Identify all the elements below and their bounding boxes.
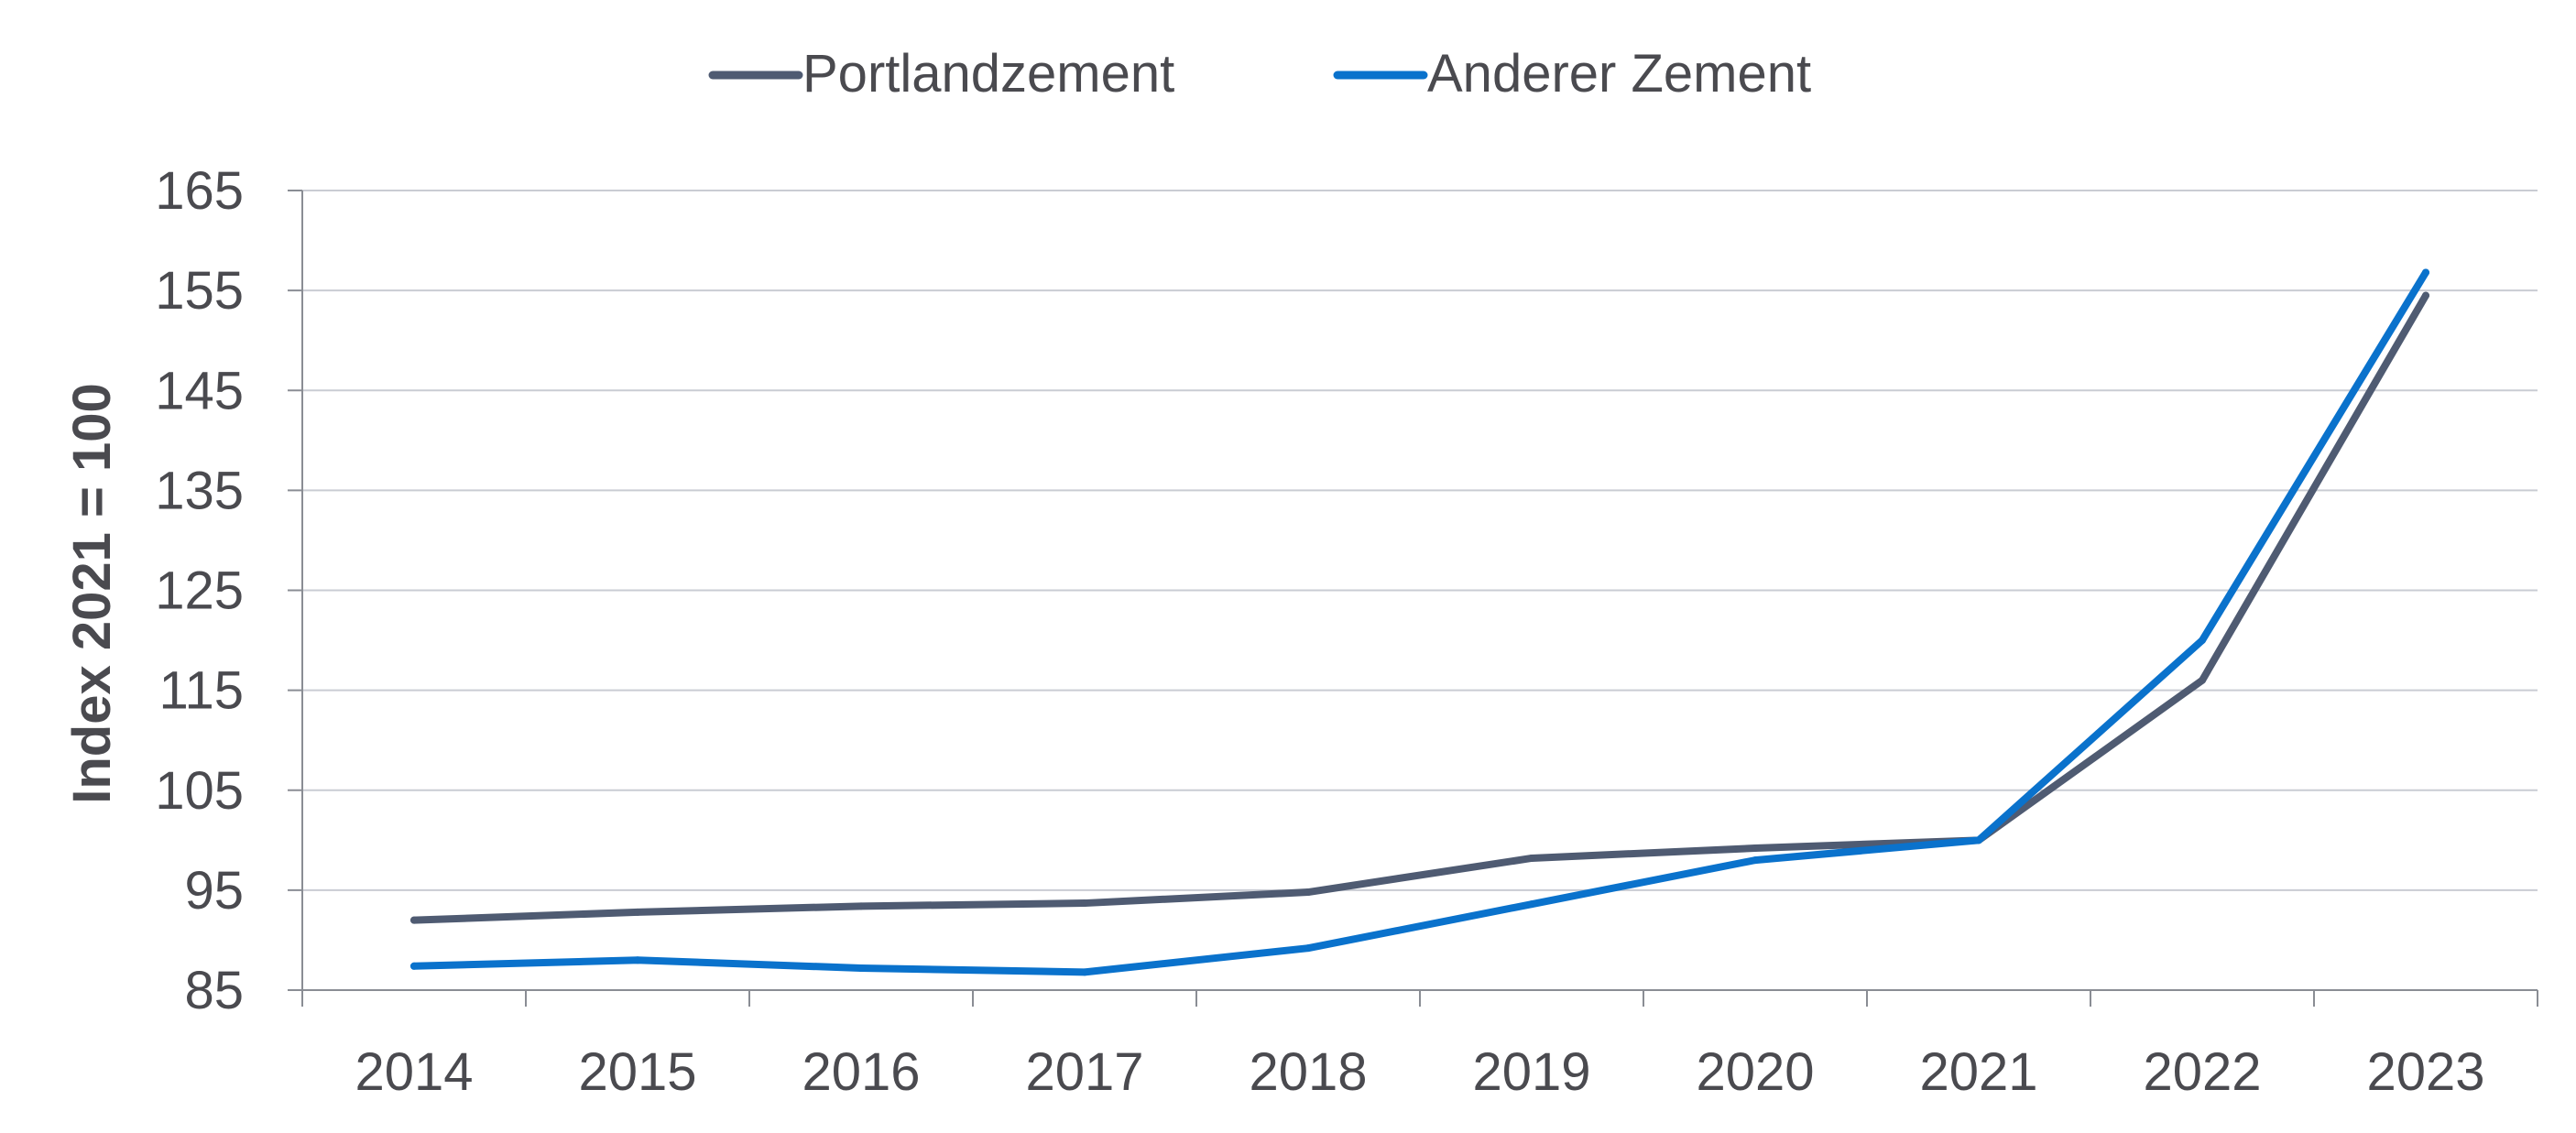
x-tick-label: 2022 xyxy=(2143,1042,2261,1102)
x-tick-label: 2014 xyxy=(355,1042,473,1102)
data-point xyxy=(1975,836,1982,844)
x-tick-label: 2017 xyxy=(1025,1042,1143,1102)
x-tick-label: 2019 xyxy=(1472,1042,1590,1102)
legend-label-anderer-zement: Anderer Zement xyxy=(1427,44,1811,103)
x-axis: 2014 2015 2016 2017 2018 2019 2020 2021 2022 2023 xyxy=(301,989,2538,1102)
legend-label-portlandzement: Portlandzement xyxy=(802,44,1174,103)
y-tick-label: 165 xyxy=(155,161,244,221)
x-tick-label: 2023 xyxy=(2366,1042,2484,1102)
x-tick-label: 2021 xyxy=(1919,1042,2037,1102)
data-point xyxy=(1752,844,1759,853)
x-tick-label: 2016 xyxy=(802,1042,920,1102)
data-point xyxy=(2422,291,2429,300)
x-tick-label: 2018 xyxy=(1249,1042,1367,1102)
data-point xyxy=(1304,888,1312,897)
y-tick-label: 155 xyxy=(155,261,244,321)
data-point xyxy=(410,916,418,924)
data-point xyxy=(1752,856,1759,865)
data-point xyxy=(634,908,641,916)
y-tick-label: 115 xyxy=(159,661,244,721)
series-line-anderer-zement xyxy=(410,268,2429,976)
data-point xyxy=(1081,899,1088,908)
data-point xyxy=(2199,637,2206,645)
series-line-portlandzement xyxy=(410,291,2429,924)
y-axis-title: Index 2021 = 100 xyxy=(62,383,122,804)
data-point xyxy=(1528,854,1535,862)
y-tick-label: 145 xyxy=(155,361,244,420)
data-point xyxy=(1081,968,1088,976)
x-tick-label: 2020 xyxy=(1696,1042,1814,1102)
data-point xyxy=(410,962,418,970)
y-tick-label: 105 xyxy=(155,761,244,821)
data-point xyxy=(1528,900,1535,909)
y-axis-tick-labels: 85 95 105 115 125 135 145 155 165 xyxy=(155,161,303,1020)
data-point xyxy=(2199,676,2206,684)
data-point xyxy=(857,964,865,972)
data-point xyxy=(634,956,641,964)
y-tick-label: 95 xyxy=(184,861,244,921)
y-tick-label: 135 xyxy=(155,461,244,520)
data-point xyxy=(2422,268,2429,277)
data-series xyxy=(410,268,2429,976)
data-point xyxy=(1304,944,1312,953)
y-gridlines xyxy=(302,190,2538,891)
y-tick-label: 85 xyxy=(184,961,244,1020)
x-tick-label: 2015 xyxy=(578,1042,696,1102)
y-tick-label: 125 xyxy=(155,561,244,621)
legend: Portlandzement Anderer Zement xyxy=(708,44,1811,103)
data-point xyxy=(857,902,865,910)
